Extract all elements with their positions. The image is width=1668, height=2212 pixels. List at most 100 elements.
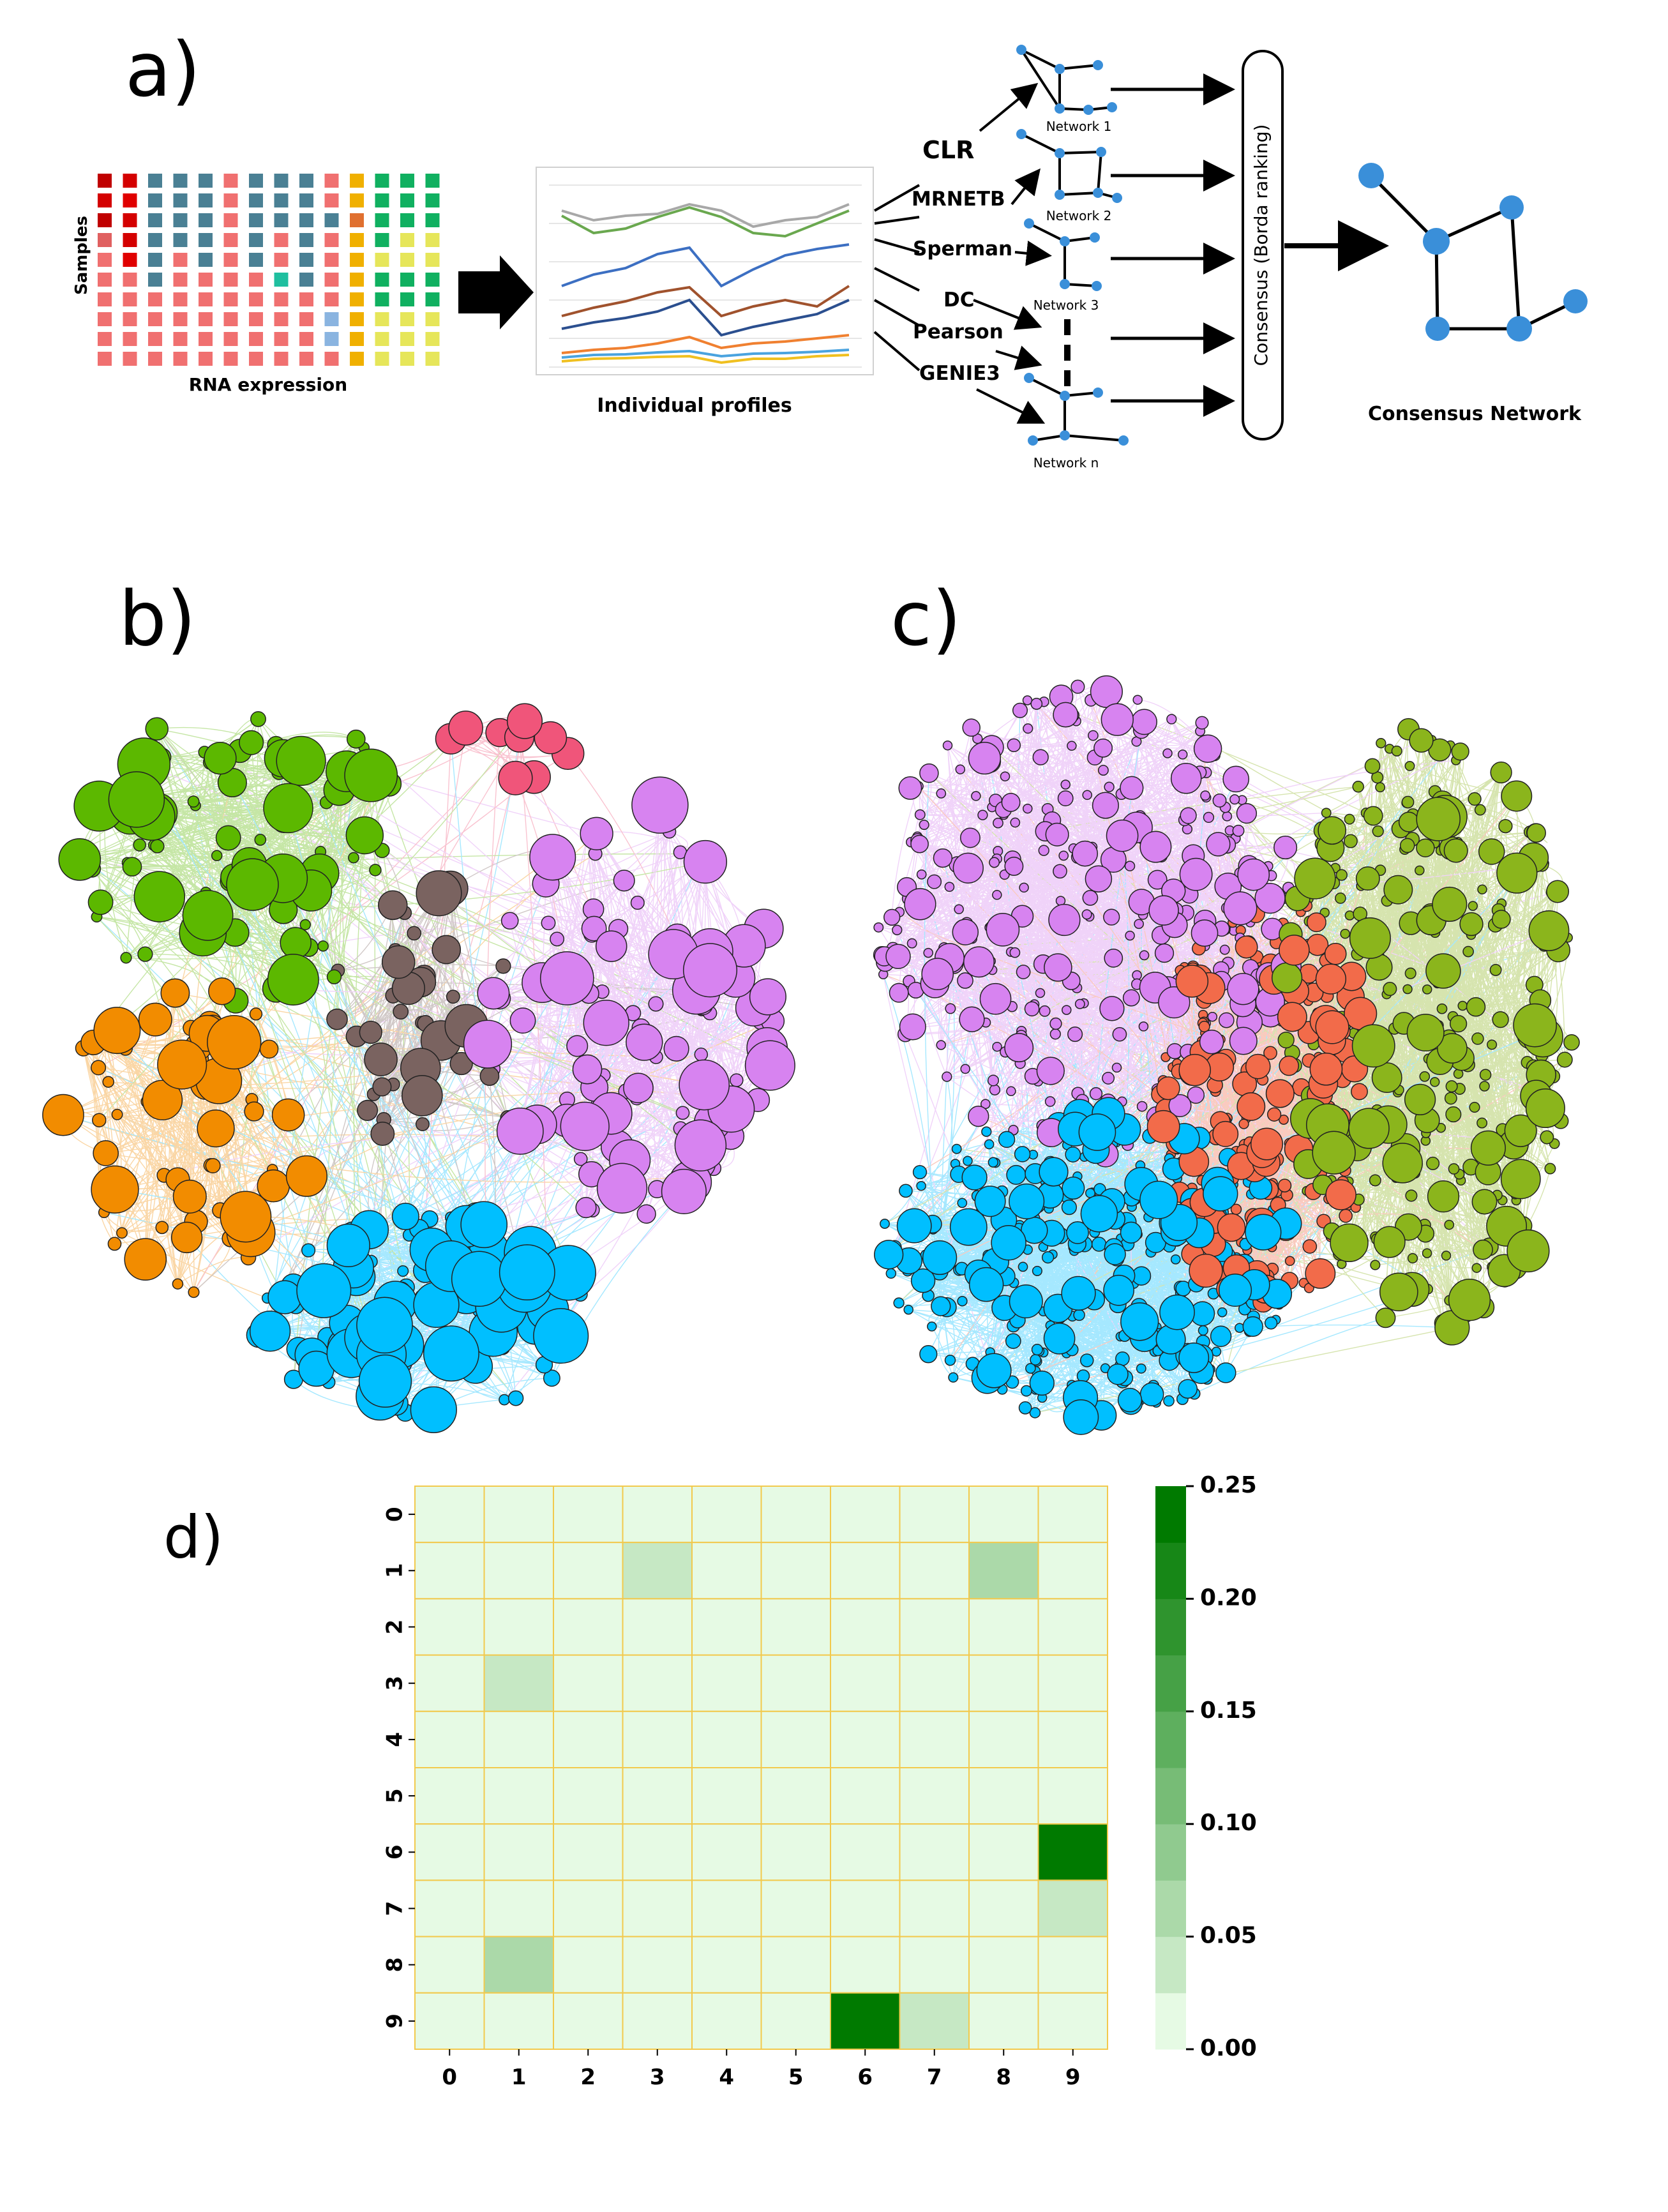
heatmap-cell bbox=[830, 1598, 901, 1656]
panel-label-a: a) bbox=[125, 26, 200, 114]
heatmap-cell bbox=[622, 1823, 693, 1881]
heatmap-cell bbox=[760, 1936, 831, 1994]
heatmap-cell bbox=[968, 1654, 1039, 1712]
heatmap-y-tick: 4 bbox=[382, 1732, 408, 1747]
method-networks bbox=[1016, 45, 1129, 446]
heatmap-cell bbox=[483, 1823, 554, 1881]
heatmap-cell bbox=[899, 1823, 970, 1881]
heatmap-cell bbox=[622, 1936, 693, 1994]
heatmap-y-tick: 3 bbox=[382, 1676, 408, 1691]
colorbar-tick-label: 0.15 bbox=[1200, 1697, 1257, 1724]
heatmap-x-tick: 5 bbox=[788, 2065, 804, 2090]
heatmap-cell bbox=[1037, 1936, 1108, 1994]
heatmap-cell bbox=[1037, 1598, 1108, 1656]
heatmap-cell bbox=[899, 1542, 970, 1600]
panel-b-network bbox=[42, 703, 795, 1433]
heatmap-x-tick: 8 bbox=[996, 2065, 1011, 2090]
method-clr: CLR bbox=[922, 136, 974, 164]
big-arrow-icon bbox=[458, 255, 534, 329]
heatmap-cell bbox=[483, 1992, 554, 2050]
heatmap-cell bbox=[483, 1542, 554, 1600]
rna-expression-matrix bbox=[98, 174, 440, 366]
heatmap-colorbar: 0.00 0.05 0.10 0.15 0.20 0.25 bbox=[1155, 1472, 1257, 2061]
heatmap-cell bbox=[830, 1992, 901, 2050]
consensus-network-label: Consensus Network bbox=[1368, 403, 1582, 425]
heatmap-cell bbox=[553, 1486, 624, 1544]
samples-label: Samples bbox=[72, 216, 91, 295]
heatmap-cell bbox=[760, 1767, 831, 1825]
heatmap-cell bbox=[968, 1992, 1039, 2050]
panel-a: Samples RNA expression Indivi bbox=[72, 45, 1588, 470]
method-sperman: Sperman bbox=[913, 237, 1012, 260]
heatmap-cell bbox=[830, 1823, 901, 1881]
mini-network-1 bbox=[1016, 45, 1117, 115]
heatmap-y-tick: 0 bbox=[382, 1507, 408, 1522]
colorbar-segment bbox=[1155, 1711, 1186, 1768]
mini-network-2 bbox=[1016, 129, 1122, 203]
heatmap-cell bbox=[691, 1710, 762, 1769]
heatmap-cell bbox=[414, 1542, 485, 1600]
heatmap-cell bbox=[483, 1654, 554, 1712]
heatmap-cell bbox=[483, 1598, 554, 1656]
heatmap-cell bbox=[622, 1710, 693, 1769]
individual-profiles-label: Individual profiles bbox=[597, 395, 792, 417]
heatmap-cell bbox=[899, 1936, 970, 1994]
heatmap: 0 1 2 3 4 5 6 7 8 9 0 1 2 3 4 5 6 7 8 9 bbox=[382, 1486, 1108, 2090]
mini-network-3 bbox=[1024, 218, 1102, 291]
heatmap-cell bbox=[760, 1598, 831, 1656]
heatmap-cell bbox=[414, 1879, 485, 1937]
heatmap-cell bbox=[760, 1992, 831, 2050]
heatmap-y-tick: 7 bbox=[382, 1901, 408, 1916]
heatmap-cell bbox=[968, 1767, 1039, 1825]
heatmap-cell bbox=[622, 1767, 693, 1825]
heatmap-cell bbox=[760, 1654, 831, 1712]
heatmap-cell bbox=[622, 1486, 693, 1544]
heatmap-x-tick: 2 bbox=[580, 2065, 596, 2090]
colorbar-segment bbox=[1155, 1880, 1186, 1937]
heatmap-cell bbox=[553, 1823, 624, 1881]
heatmap-cell bbox=[691, 1542, 762, 1600]
heatmap-cell bbox=[553, 1598, 624, 1656]
method-genie3: GENIE3 bbox=[919, 362, 1000, 385]
heatmap-cell bbox=[830, 1486, 901, 1544]
heatmap-cell bbox=[553, 1654, 624, 1712]
heatmap-cell bbox=[760, 1486, 831, 1544]
heatmap-x-tick: 6 bbox=[857, 2065, 873, 2090]
heatmap-cell bbox=[414, 1598, 485, 1656]
network-n-label: Network n bbox=[1033, 455, 1099, 470]
heatmap-cell bbox=[553, 1936, 624, 1994]
heatmap-cell bbox=[968, 1486, 1039, 1544]
colorbar-segment bbox=[1155, 1992, 1186, 2050]
heatmap-cell bbox=[968, 1936, 1039, 1994]
heatmap-cell bbox=[691, 1654, 762, 1712]
heatmap-cell bbox=[691, 1823, 762, 1881]
heatmap-cell bbox=[830, 1767, 901, 1825]
heatmap-cell bbox=[1037, 1654, 1108, 1712]
heatmap-x-tick: 0 bbox=[442, 2065, 457, 2090]
heatmap-y-tick: 9 bbox=[382, 2013, 408, 2029]
heatmap-cell bbox=[691, 1486, 762, 1544]
heatmap-cell bbox=[899, 1654, 970, 1712]
heatmap-cell bbox=[414, 1936, 485, 1994]
colorbar-tick-label: 0.00 bbox=[1200, 2035, 1257, 2061]
heatmap-cell bbox=[553, 1992, 624, 2050]
colorbar-tick-label: 0.20 bbox=[1200, 1584, 1257, 1611]
heatmap-cell bbox=[414, 1767, 485, 1825]
heatmap-cell bbox=[968, 1598, 1039, 1656]
heatmap-cell bbox=[760, 1879, 831, 1937]
heatmap-x-tick: 4 bbox=[719, 2065, 734, 2090]
heatmap-cell bbox=[899, 1992, 970, 2050]
heatmap-cell bbox=[830, 1879, 901, 1937]
panel-label-c: c) bbox=[890, 575, 961, 663]
heatmap-cell bbox=[691, 1598, 762, 1656]
consensus-box-label: Consensus (Borda ranking) bbox=[1251, 124, 1272, 366]
heatmap-y-tick: 2 bbox=[382, 1620, 408, 1635]
heatmap-x-tick: 3 bbox=[650, 2065, 665, 2090]
panel-c-network bbox=[873, 675, 1580, 1435]
heatmap-x-tick: 9 bbox=[1065, 2065, 1081, 2090]
heatmap-cell bbox=[414, 1992, 485, 2050]
heatmap-cell bbox=[483, 1710, 554, 1769]
colorbar-tick-label: 0.05 bbox=[1200, 1923, 1257, 1949]
heatmap-y-tick: 6 bbox=[382, 1844, 408, 1860]
heatmap-cell bbox=[622, 1879, 693, 1937]
